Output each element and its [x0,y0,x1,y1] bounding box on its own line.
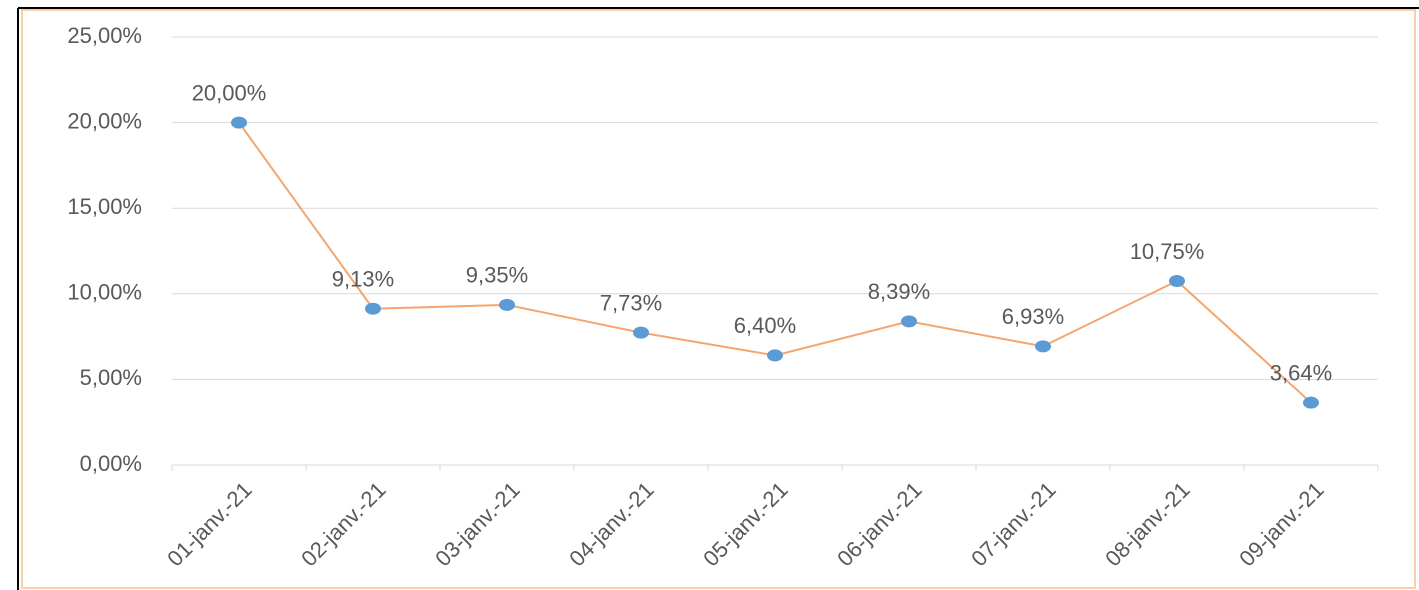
marker [365,302,381,315]
data-label: 10,75% [1130,239,1205,264]
data-label: 20,00% [192,80,267,105]
marker [633,326,649,339]
y-tick-label: 10,00% [67,280,142,305]
marker [1035,340,1051,353]
marker [1303,396,1319,409]
y-tick-label: 25,00% [67,23,142,48]
marker [767,349,783,362]
y-tick-label: 0,00% [80,451,142,476]
marker [901,315,917,328]
data-label: 6,40% [734,313,796,338]
y-tick-label: 20,00% [67,108,142,133]
y-tick-label: 5,00% [80,365,142,390]
data-label: 8,39% [868,279,930,304]
data-label: 6,93% [1002,304,1064,329]
data-label: 3,64% [1270,360,1332,385]
marker [499,298,515,311]
data-label: 7,73% [600,290,662,315]
data-label: 9,13% [332,267,394,292]
marker [1169,274,1185,287]
y-tick-label: 15,00% [67,194,142,219]
data-label: 9,35% [466,263,528,288]
marker [231,116,247,129]
chart-frame [21,9,1416,589]
